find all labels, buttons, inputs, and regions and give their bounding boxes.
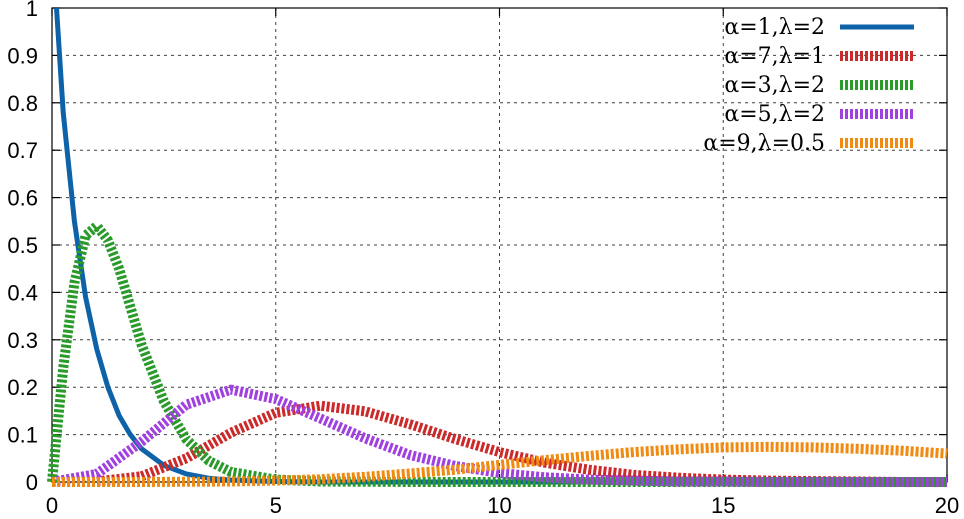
x-tick-label: 10	[487, 493, 511, 518]
y-tick-label: 0	[26, 470, 38, 495]
y-tick-label: 0.2	[7, 375, 38, 400]
y-tick-label: 0.7	[7, 138, 38, 163]
y-tick-label: 1	[26, 0, 38, 21]
legend: α=1,λ=2 α=7,λ=1 α=3,λ=2 α=5,λ=2 α=9,λ=0.5	[703, 15, 914, 156]
legend-label: α=5,λ=2	[724, 102, 825, 127]
grid-lines	[52, 8, 947, 482]
y-tick-label: 0.3	[7, 328, 38, 353]
legend-label: α=3,λ=2	[724, 73, 825, 98]
y-tick-label: 0.4	[7, 280, 38, 305]
x-tick-label: 20	[935, 493, 959, 518]
y-tick-label: 0.5	[7, 233, 38, 258]
legend-label: α=1,λ=2	[724, 15, 825, 40]
series-line-3	[47, 221, 947, 487]
legend-label: α=7,λ=1	[724, 44, 825, 69]
series-line-4	[51, 384, 947, 487]
axis-ticks: 00.10.20.30.40.50.60.70.80.910 5 10 15 20	[7, 0, 959, 518]
series-lines	[47, 7, 948, 487]
series-line-5	[52, 441, 948, 487]
y-tick-label: 0.8	[7, 91, 38, 116]
x-tick-label: 0	[46, 493, 58, 518]
y-tick-label: 0.1	[7, 423, 38, 448]
y-tick-label: 0.6	[7, 186, 38, 211]
x-tick-label: 5	[270, 493, 282, 518]
legend-label: α=9,λ=0.5	[703, 131, 825, 156]
y-tick-label: 0.9	[7, 43, 38, 68]
series-line-2	[51, 400, 947, 487]
x-tick-label: 15	[711, 493, 735, 518]
